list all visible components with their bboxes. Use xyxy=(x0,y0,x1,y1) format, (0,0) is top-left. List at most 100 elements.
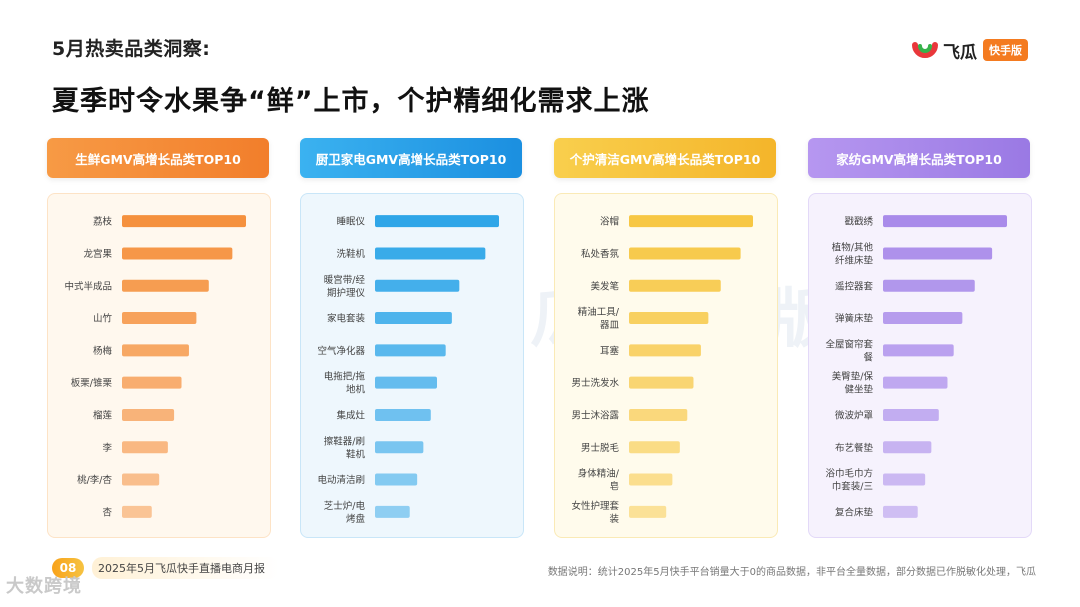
category-label: 电拖把/拖地机 xyxy=(324,371,366,396)
bar xyxy=(375,408,431,421)
category-label: 电动清洁刷 xyxy=(317,474,365,486)
bar xyxy=(629,473,673,486)
brand-name: 飞瓜 xyxy=(943,42,977,63)
category-label: 美发笔 xyxy=(590,280,619,292)
bar xyxy=(375,279,460,292)
category-label: 男士脱毛 xyxy=(581,442,620,454)
category-label: 空气净化器 xyxy=(317,345,365,357)
bar xyxy=(375,376,437,389)
chart-panel-kitchen: 厨卫家电GMV高增长品类TOP10 睡眠仪洗鞋机暖宫带/经期护理仪家电套装空气净… xyxy=(300,138,524,538)
chart-body: 睡眠仪洗鞋机暖宫带/经期护理仪家电套装空气净化器电拖把/拖地机集成灶擦鞋器/刷鞋… xyxy=(300,193,524,538)
category-label: 龙宫果 xyxy=(83,248,112,260)
category-label: 中式半成品 xyxy=(64,280,112,292)
bar xyxy=(629,247,741,260)
bar xyxy=(122,505,152,518)
data-note: 数据说明：统计2025年5月快手平台销量大于0的商品数据，非平台全量数据，部分数… xyxy=(547,567,1036,578)
page-number: 08 xyxy=(52,558,84,578)
category-label: 家电套装 xyxy=(327,313,366,325)
category-label: 植物/其他纤维床垫 xyxy=(832,241,874,266)
bar xyxy=(629,376,694,389)
brand-logo: 飞瓜 快手版 xyxy=(911,36,1028,64)
bar xyxy=(122,344,189,357)
bar xyxy=(629,279,721,292)
category-label: 杏 xyxy=(102,506,112,518)
bar xyxy=(629,344,701,357)
bar xyxy=(883,279,975,292)
chart-title: 家纺GMV高增长品类TOP10 xyxy=(808,138,1030,178)
bar-chart-svg: 戳戳绣植物/其他纤维床垫遥控器套弹簧床垫全屋窗帘套餐美臀垫/保健坐垫微波炉罩布艺… xyxy=(825,215,1007,518)
category-label: 擦鞋器/刷鞋机 xyxy=(324,435,366,460)
category-label: 复合床垫 xyxy=(835,506,874,518)
category-label: 耳塞 xyxy=(600,345,620,357)
chart-panel-textile: 家纺GMV高增长品类TOP10 戳戳绣植物/其他纤维床垫遥控器套弹簧床垫全屋窗帘… xyxy=(808,138,1032,538)
chart-title: 生鲜GMV高增长品类TOP10 xyxy=(47,138,269,178)
category-label: 杨梅 xyxy=(93,345,113,357)
category-label: 榴莲 xyxy=(93,409,113,421)
category-label: 微波炉罩 xyxy=(835,409,873,421)
chart-body: 浴帽 私处香氛 美发笔 精油工具/器皿 耳塞 男士洗发水 男士沐浴露 男士脱毛 身体精油/皂 女性… xyxy=(554,193,778,538)
bar xyxy=(629,215,753,228)
bar xyxy=(375,473,418,486)
bar xyxy=(375,312,452,325)
bar xyxy=(375,215,499,228)
category-label: 美臀垫/保健坐垫 xyxy=(832,371,874,396)
bar xyxy=(375,344,446,357)
category-label: 睡眠仪 xyxy=(336,216,365,228)
category-label: 集成灶 xyxy=(336,409,365,421)
category-label: 精油工具/器皿 xyxy=(578,306,620,331)
category-label: 布艺餐垫 xyxy=(835,442,874,454)
bar xyxy=(883,441,932,454)
bar xyxy=(883,408,939,421)
bar xyxy=(122,279,209,292)
brand-tag: 快手版 xyxy=(983,39,1028,61)
report-name: 2025年5月飞瓜快手直播电商月报 xyxy=(92,557,279,579)
bar xyxy=(883,376,948,389)
bar xyxy=(375,247,486,260)
category-label: 私处香氛 xyxy=(581,248,620,260)
category-label: 男士洗发水 xyxy=(571,377,619,389)
page-subtitle: 5月热卖品类洞察: xyxy=(52,38,211,60)
category-label: 山竹 xyxy=(93,313,113,325)
footer-report: 08 2025年5月飞瓜快手直播电商月报 xyxy=(52,557,279,579)
bar xyxy=(629,441,680,454)
chart-title: 厨卫家电GMV高增长品类TOP10 xyxy=(300,138,522,178)
bar xyxy=(883,344,954,357)
category-label: 男士沐浴露 xyxy=(571,409,619,421)
bar xyxy=(122,473,160,486)
bar-chart-svg: 浴帽私处香氛美发笔精油工具/器皿耳塞男士洗发水男士沐浴露男士脱毛身体精油/皂女性… xyxy=(571,215,753,525)
category-label: 暖宫带/经期护理仪 xyxy=(324,274,366,299)
melon-logo-icon xyxy=(912,42,938,58)
bar xyxy=(122,312,197,325)
bar xyxy=(629,312,709,325)
chart-panel-care: 个护清洁GMV高增长品类TOP10 浴帽 私处香氛 美发笔 精油工具/器皿 耳塞 男士洗发… xyxy=(554,138,778,538)
chart-body: 荔枝龙宫果中式半成品山竹杨梅板栗/锥栗榴莲李桃/李/杏杏 xyxy=(47,193,271,538)
category-label: 浴巾毛巾方巾套装/三 xyxy=(825,468,873,493)
bar xyxy=(883,505,918,518)
chart-panel-fresh: 生鲜GMV高增长品类TOP10 荔枝龙宫果中式半成品山竹杨梅板栗/锥栗榴莲李桃/… xyxy=(47,138,271,538)
corner-watermark: 大数跨境 xyxy=(6,576,82,597)
bar xyxy=(122,247,233,260)
category-label: 桃/李/杏 xyxy=(77,474,112,486)
bar xyxy=(122,215,246,228)
category-label: 芝士炉/电烤盘 xyxy=(324,500,366,525)
bar xyxy=(122,408,175,421)
category-label: 戳戳绣 xyxy=(844,216,873,228)
bar xyxy=(629,505,667,518)
category-label: 全屋窗帘套餐 xyxy=(825,338,873,363)
category-label: 板栗/锥栗 xyxy=(71,377,113,389)
category-label: 身体精油/皂 xyxy=(578,468,620,493)
bar xyxy=(375,505,410,518)
bar xyxy=(122,376,182,389)
category-label: 遥控器套 xyxy=(835,280,874,292)
category-label: 洗鞋机 xyxy=(336,248,365,260)
category-label: 弹簧床垫 xyxy=(835,313,874,325)
bar xyxy=(883,247,993,260)
bar xyxy=(883,215,1007,228)
category-label: 李 xyxy=(102,442,112,454)
chart-body: 戳戳绣植物/其他纤维床垫遥控器套弹簧床垫全屋窗帘套餐美臀垫/保健坐垫微波炉罩布艺… xyxy=(808,193,1032,538)
bar xyxy=(883,312,963,325)
chart-title: 个护清洁GMV高增长品类TOP10 xyxy=(554,138,776,178)
bar xyxy=(629,408,688,421)
category-label: 荔枝 xyxy=(93,216,113,228)
